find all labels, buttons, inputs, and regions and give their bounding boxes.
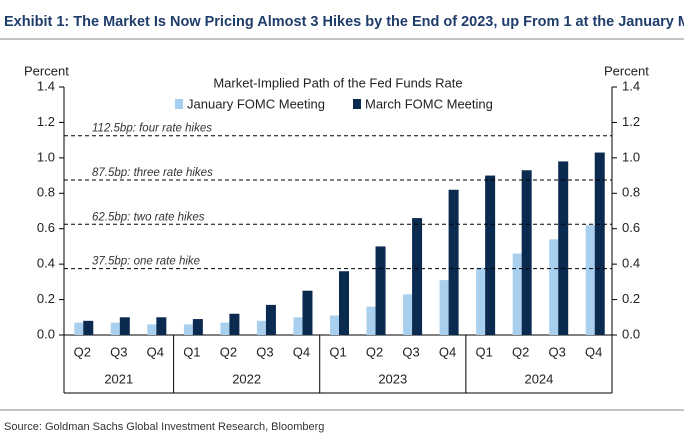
x-tick-label: Q2	[220, 344, 237, 359]
y-tick-label: 0.0	[37, 326, 55, 341]
x-tick-label: Q4	[585, 344, 602, 359]
bar	[558, 161, 569, 335]
bar	[403, 294, 413, 335]
y2-tick-label: 0.0	[622, 326, 640, 341]
x-group-label: 2023	[378, 371, 407, 386]
y2-tick-label: 0.4	[622, 256, 640, 271]
x-group-label: 2022	[232, 371, 261, 386]
reference-label: 62.5bp: two rate hikes	[92, 211, 205, 223]
x-group-label: 2024	[524, 371, 553, 386]
reference-label: 37.5bp: one rate hike	[92, 256, 200, 268]
bar	[74, 322, 84, 335]
bar	[119, 317, 130, 335]
bar	[366, 306, 376, 335]
reference-label: 87.5bp: three rate hikes	[92, 167, 213, 179]
bar	[476, 267, 486, 335]
bar	[594, 152, 605, 335]
legend-label: March FOMC Meeting	[365, 96, 493, 111]
bar	[265, 304, 276, 335]
x-tick-label: Q3	[402, 344, 419, 359]
x-tick-label: Q3	[110, 344, 127, 359]
y-tick-label: 0.6	[37, 220, 55, 235]
bar	[521, 170, 532, 335]
y-tick-label: 0.2	[37, 291, 55, 306]
bar	[585, 225, 595, 335]
x-tick-label: Q1	[183, 344, 200, 359]
chart-title: Market-Implied Path of the Fed Funds Rat…	[213, 75, 462, 90]
bar	[156, 317, 167, 335]
y2-tick-label: 1.2	[622, 114, 640, 129]
legend-swatch	[353, 99, 361, 109]
y-tick-label: 1.0	[37, 149, 55, 164]
legend-swatch	[175, 99, 183, 109]
y-tick-label: 0.4	[37, 256, 55, 271]
bar	[339, 271, 349, 335]
bar	[110, 322, 120, 335]
x-tick-label: Q2	[366, 344, 383, 359]
bar	[83, 320, 94, 335]
y2-tick-label: 0.8	[622, 185, 640, 200]
x-group-label: 2021	[104, 371, 133, 386]
x-tick-label: Q2	[74, 344, 91, 359]
x-tick-label: Q1	[329, 344, 346, 359]
x-tick-label: Q3	[549, 344, 566, 359]
y2-axis-title: Percent	[604, 63, 649, 78]
bar	[485, 175, 496, 335]
bar	[147, 324, 157, 335]
x-tick-label: Q1	[475, 344, 492, 359]
bar	[256, 320, 266, 335]
y2-tick-label: 0.2	[622, 291, 640, 306]
bar	[375, 246, 386, 335]
y-tick-label: 1.4	[37, 78, 55, 93]
legend-label: January FOMC Meeting	[187, 96, 325, 111]
reference-label: 112.5bp: four rate hikes	[92, 123, 212, 135]
y-tick-label: 1.2	[37, 114, 55, 129]
bar	[229, 313, 240, 335]
y-tick-label: 0.8	[37, 185, 55, 200]
bar	[302, 290, 313, 335]
x-tick-label: Q2	[512, 344, 529, 359]
bar	[512, 253, 522, 335]
y2-tick-label: 1.4	[622, 78, 640, 93]
bar	[192, 319, 203, 335]
x-tick-label: Q3	[256, 344, 273, 359]
source: Source: Goldman Sachs Global Investment …	[4, 421, 324, 433]
bar	[220, 322, 230, 335]
bar	[549, 239, 559, 335]
exhibit-title: Exhibit 1: The Market Is Now Pricing Alm…	[4, 14, 684, 30]
x-tick-label: Q4	[293, 344, 310, 359]
bar	[293, 317, 303, 335]
bar	[448, 189, 459, 335]
y-axis-title: Percent	[24, 63, 69, 78]
y2-tick-label: 0.6	[622, 220, 640, 235]
y2-tick-label: 1.0	[622, 149, 640, 164]
bar	[412, 218, 423, 335]
bar	[330, 315, 339, 335]
x-tick-label: Q4	[147, 344, 164, 359]
bar	[183, 324, 193, 335]
bar	[439, 280, 449, 335]
x-tick-label: Q4	[439, 344, 456, 359]
